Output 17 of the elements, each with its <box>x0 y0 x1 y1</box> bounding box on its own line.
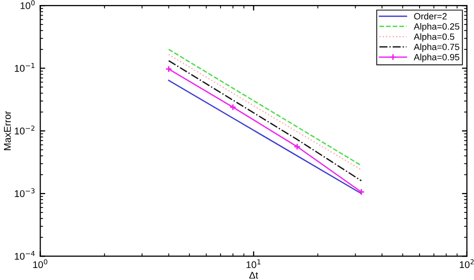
x-tick-label: 10$^{2}$ <box>460 259 474 268</box>
y-tick-label: 10$^{−2}$ <box>14 126 34 134</box>
x-tick-label: 10$^{0}$ <box>33 259 48 268</box>
x-tick-label: 10$^{1}$ <box>246 259 260 268</box>
y-axis-title: MaxError <box>4 111 11 150</box>
legend-label: Alpha=0.95 <box>414 54 460 62</box>
legend-label: Alpha=0.5 <box>414 33 454 42</box>
legend-label: Alpha=0.25 <box>414 23 460 32</box>
point <box>229 104 236 111</box>
y-tick-label: 10$^{−3}$ <box>14 188 35 198</box>
y-tick-label: 10$^{−4}$ <box>14 250 35 260</box>
legend-label: Alpha=0.75 <box>414 43 460 52</box>
point <box>294 143 301 150</box>
legend-label: Order=2 <box>414 12 447 20</box>
y-tick-label: 10$^{0}$ <box>20 0 35 10</box>
y-tick-label: 10$^{−1}$ <box>14 63 34 72</box>
x-axis-title: Δt <box>249 272 258 279</box>
